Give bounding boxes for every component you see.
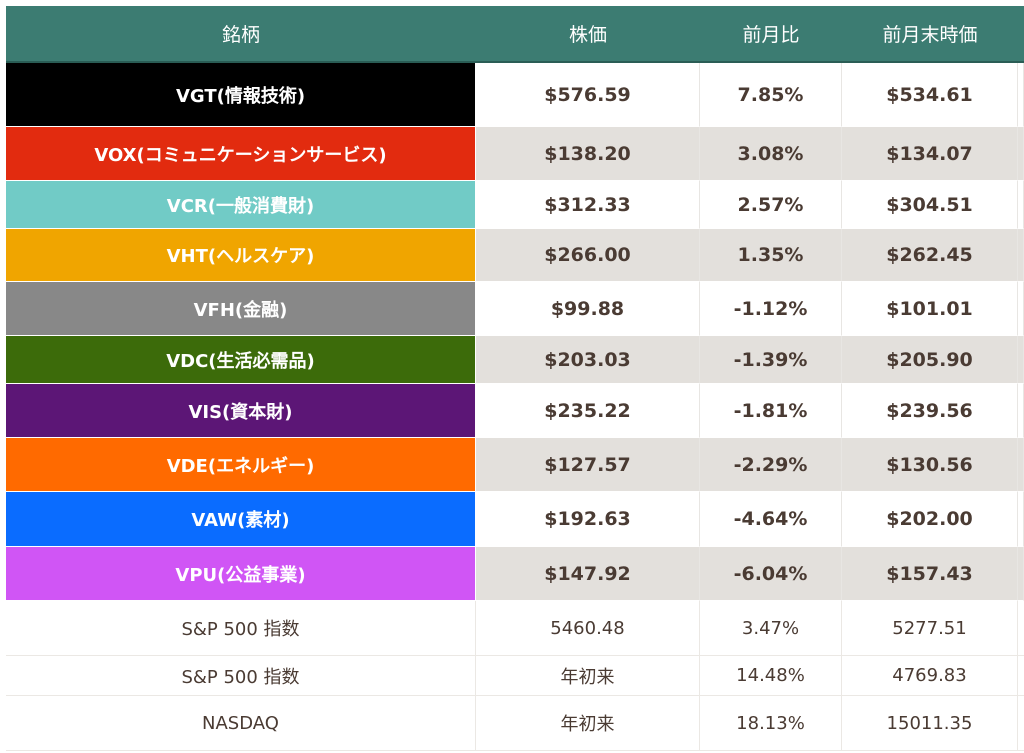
month-change: -1.81% — [700, 384, 842, 438]
prev-month-value: $134.07 — [842, 127, 1018, 181]
ticker-name: VCR(一般消費財) — [6, 181, 476, 229]
table-row: VDE(エネルギー) $127.57 -2.29% $130.56 — [6, 438, 1024, 492]
ticker-name: VIS(資本財) — [6, 384, 476, 438]
row-edge — [1018, 656, 1024, 696]
price: $138.20 — [476, 127, 700, 181]
price: $127.57 — [476, 438, 700, 492]
index-prev-value: 5277.51 — [842, 601, 1018, 656]
table-header-row: 銘柄 株価 前月比 前月末時価 — [6, 6, 1024, 63]
row-edge — [1018, 601, 1024, 656]
month-change: -1.12% — [700, 282, 842, 336]
header-price: 株価 — [476, 6, 700, 61]
index-name: S&P 500 指数 — [6, 601, 476, 656]
month-change: 2.57% — [700, 181, 842, 229]
table-row: VCR(一般消費財) $312.33 2.57% $304.51 — [6, 181, 1024, 229]
row-edge — [1018, 127, 1024, 181]
price: $235.22 — [476, 384, 700, 438]
month-change: 3.08% — [700, 127, 842, 181]
price: $192.63 — [476, 492, 700, 547]
prev-month-value: $205.90 — [842, 336, 1018, 384]
table-row: VFH(金融) $99.88 -1.12% $101.01 — [6, 282, 1024, 336]
sector-etf-table: 銘柄 株価 前月比 前月末時価 VGT(情報技術) $576.59 7.85% … — [6, 6, 1024, 751]
index-prev-value: 4769.83 — [842, 656, 1018, 696]
ticker-name: VAW(素材) — [6, 492, 476, 547]
ticker-name: VFH(金融) — [6, 282, 476, 336]
row-edge — [1018, 336, 1024, 384]
price: $576.59 — [476, 63, 700, 127]
table-row: VOX(コミュニケーションサービス) $138.20 3.08% $134.07 — [6, 127, 1024, 181]
table-row: VPU(公益事業) $147.92 -6.04% $157.43 — [6, 547, 1024, 601]
prev-month-value: $304.51 — [842, 181, 1018, 229]
ticker-name: VOX(コミュニケーションサービス) — [6, 127, 476, 181]
month-change: -1.39% — [700, 336, 842, 384]
index-change: 3.47% — [700, 601, 842, 656]
ticker-name: VGT(情報技術) — [6, 63, 476, 127]
ticker-name: VHT(ヘルスケア) — [6, 229, 476, 282]
month-change: -2.29% — [700, 438, 842, 492]
prev-month-value: $157.43 — [842, 547, 1018, 601]
index-name: S&P 500 指数 — [6, 656, 476, 696]
table-row: VDC(生活必需品) $203.03 -1.39% $205.90 — [6, 336, 1024, 384]
price: $312.33 — [476, 181, 700, 229]
prev-month-value: $239.56 — [842, 384, 1018, 438]
index-change: 18.13% — [700, 696, 842, 751]
prev-month-value: $101.01 — [842, 282, 1018, 336]
table-row: VHT(ヘルスケア) $266.00 1.35% $262.45 — [6, 229, 1024, 282]
header-ticker: 銘柄 — [6, 6, 476, 61]
price: $99.88 — [476, 282, 700, 336]
month-change: 7.85% — [700, 63, 842, 127]
prev-month-value: $130.56 — [842, 438, 1018, 492]
row-edge — [1018, 384, 1024, 438]
index-prev-value: 15011.35 — [842, 696, 1018, 751]
row-edge — [1018, 438, 1024, 492]
header-edge — [1018, 6, 1024, 61]
table-row: S&P 500 指数 年初来 14.48% 4769.83 — [6, 656, 1024, 696]
prev-month-value: $262.45 — [842, 229, 1018, 282]
row-edge — [1018, 181, 1024, 229]
ticker-name: VDC(生活必需品) — [6, 336, 476, 384]
ticker-name: VDE(エネルギー) — [6, 438, 476, 492]
row-edge — [1018, 547, 1024, 601]
month-change: -6.04% — [700, 547, 842, 601]
index-price: 年初来 — [476, 656, 700, 696]
month-change: -4.64% — [700, 492, 842, 547]
price: $147.92 — [476, 547, 700, 601]
index-price: 5460.48 — [476, 601, 700, 656]
ticker-name: VPU(公益事業) — [6, 547, 476, 601]
row-edge — [1018, 492, 1024, 547]
index-price: 年初来 — [476, 696, 700, 751]
month-change: 1.35% — [700, 229, 842, 282]
table-row: VAW(素材) $192.63 -4.64% $202.00 — [6, 492, 1024, 547]
row-edge — [1018, 229, 1024, 282]
header-prev-month-value: 前月末時価 — [842, 6, 1018, 61]
table-row: VIS(資本財) $235.22 -1.81% $239.56 — [6, 384, 1024, 438]
row-edge — [1018, 282, 1024, 336]
row-edge — [1018, 63, 1024, 127]
table-row: S&P 500 指数 5460.48 3.47% 5277.51 — [6, 601, 1024, 656]
prev-month-value: $202.00 — [842, 492, 1018, 547]
index-change: 14.48% — [700, 656, 842, 696]
row-edge — [1018, 696, 1024, 751]
price: $203.03 — [476, 336, 700, 384]
prev-month-value: $534.61 — [842, 63, 1018, 127]
table-row: NASDAQ 年初来 18.13% 15011.35 — [6, 696, 1024, 751]
table-row: VGT(情報技術) $576.59 7.85% $534.61 — [6, 63, 1024, 127]
header-month-change: 前月比 — [700, 6, 842, 61]
price: $266.00 — [476, 229, 700, 282]
index-name: NASDAQ — [6, 696, 476, 751]
